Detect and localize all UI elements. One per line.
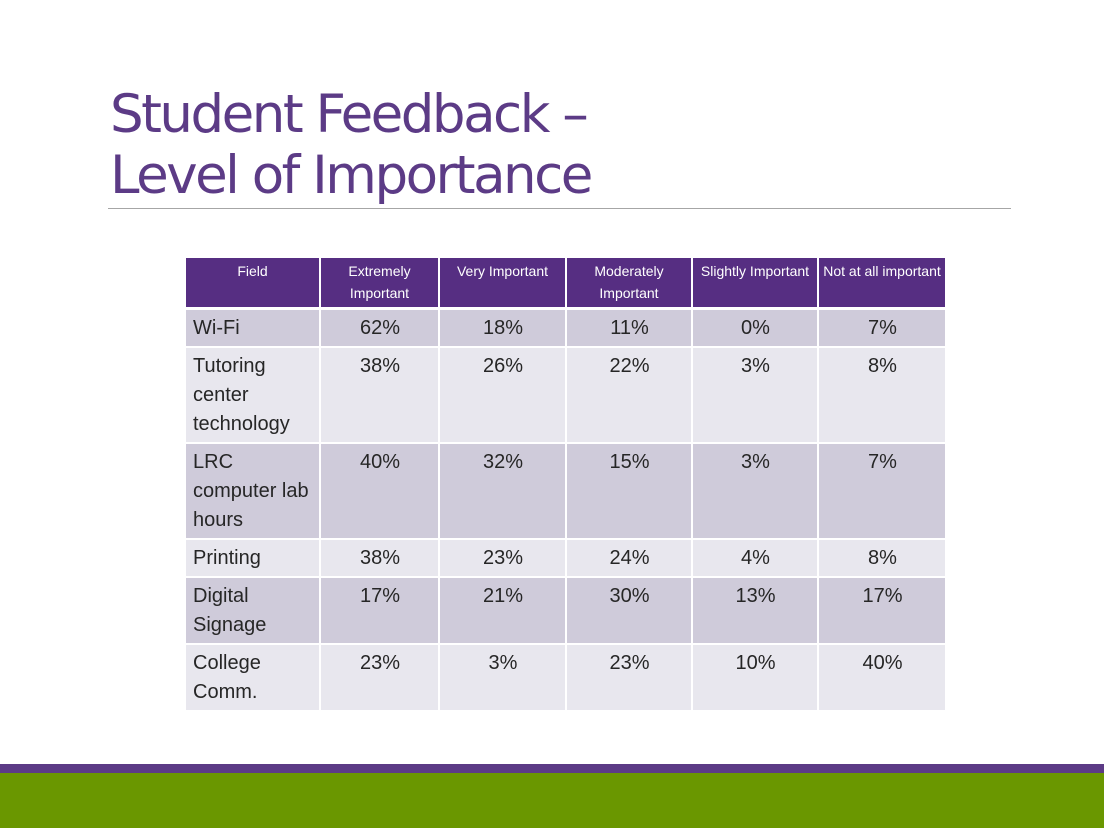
row-field-label: Wi-Fi <box>186 308 321 348</box>
cell-value: 0% <box>692 308 819 348</box>
table-row: Tutoring center technology 38% 26% 22% 3… <box>186 346 945 444</box>
cell-value: 3% <box>692 442 819 540</box>
cell-value: 26% <box>439 346 567 444</box>
cell-value: 22% <box>566 346 693 444</box>
cell-value: 62% <box>320 308 440 348</box>
table-row: Wi-Fi 62% 18% 11% 0% 7% <box>186 308 945 348</box>
slide-title: Student Feedback – Level of Importance <box>110 84 810 206</box>
cell-value: 15% <box>566 442 693 540</box>
cell-value: 23% <box>566 643 693 712</box>
table-row: Digital Signage 17% 21% 30% 13% 17% <box>186 576 945 645</box>
cell-value: 7% <box>818 308 945 348</box>
header-not-at-all-important: Not at all important <box>818 258 945 310</box>
slide-title-line-1: Student Feedback – <box>110 84 589 145</box>
footer-green-band <box>0 773 1104 828</box>
cell-value: 10% <box>692 643 819 712</box>
header-field: Field <box>186 258 321 310</box>
cell-value: 11% <box>566 308 693 348</box>
cell-value: 4% <box>692 538 819 578</box>
cell-value: 8% <box>818 538 945 578</box>
cell-value: 3% <box>439 643 567 712</box>
row-field-label: Tutoring center technology <box>186 346 321 444</box>
cell-value: 7% <box>818 442 945 540</box>
cell-value: 17% <box>320 576 440 645</box>
cell-value: 30% <box>566 576 693 645</box>
table-body: Wi-Fi 62% 18% 11% 0% 7% Tutoring center … <box>186 308 945 712</box>
row-field-label: Printing <box>186 538 321 578</box>
table-header: Field Extremely Important Very Important… <box>186 258 945 310</box>
title-divider <box>108 208 1011 209</box>
table-row: LRC computer lab hours 40% 32% 15% 3% 7% <box>186 442 945 540</box>
cell-value: 18% <box>439 308 567 348</box>
row-field-label: Digital Signage <box>186 576 321 645</box>
cell-value: 32% <box>439 442 567 540</box>
header-extremely-important: Extremely Important <box>320 258 440 310</box>
cell-value: 8% <box>818 346 945 444</box>
importance-table: Field Extremely Important Very Important… <box>186 258 945 712</box>
header-very-important: Very Important <box>439 258 567 310</box>
header-moderately-important: Moderately Important <box>566 258 693 310</box>
cell-value: 24% <box>566 538 693 578</box>
cell-value: 13% <box>692 576 819 645</box>
slide-title-line-2: Level of Importance <box>110 145 593 206</box>
cell-value: 40% <box>818 643 945 712</box>
cell-value: 17% <box>818 576 945 645</box>
table-row: College Comm. 23% 3% 23% 10% 40% <box>186 643 945 712</box>
cell-value: 3% <box>692 346 819 444</box>
cell-value: 38% <box>320 538 440 578</box>
table-row: Printing 38% 23% 24% 4% 8% <box>186 538 945 578</box>
cell-value: 23% <box>439 538 567 578</box>
row-field-label: LRC computer lab hours <box>186 442 321 540</box>
row-field-label: College Comm. <box>186 643 321 712</box>
cell-value: 38% <box>320 346 440 444</box>
cell-value: 23% <box>320 643 440 712</box>
table-header-row: Field Extremely Important Very Important… <box>186 258 945 310</box>
header-slightly-important: Slightly Important <box>692 258 819 310</box>
cell-value: 40% <box>320 442 440 540</box>
cell-value: 21% <box>439 576 567 645</box>
footer-purple-band <box>0 764 1104 773</box>
